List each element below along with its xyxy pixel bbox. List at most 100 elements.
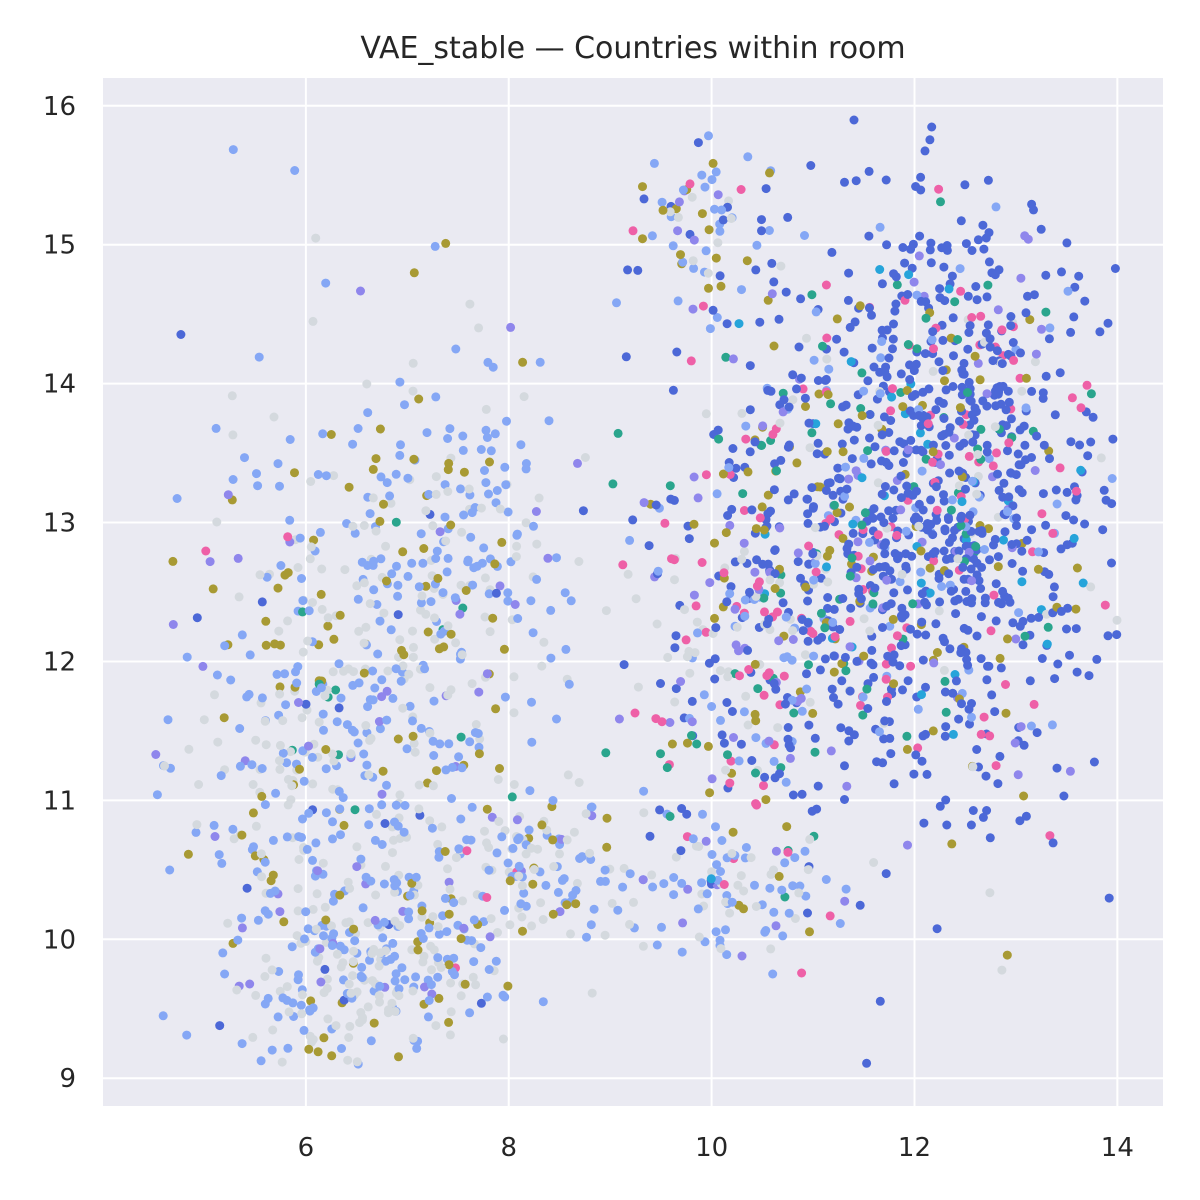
scatter-point bbox=[988, 356, 998, 366]
scatter-point bbox=[311, 233, 321, 243]
scatter-point bbox=[613, 905, 623, 915]
scatter-point bbox=[895, 437, 905, 447]
scatter-point bbox=[371, 526, 381, 536]
scatter-point bbox=[501, 480, 511, 490]
scatter-point bbox=[687, 696, 697, 706]
scatter-point bbox=[339, 820, 349, 830]
scatter-point bbox=[800, 231, 809, 240]
scatter-point bbox=[518, 357, 528, 367]
scatter-point bbox=[960, 180, 970, 190]
scatter-point bbox=[532, 539, 542, 549]
scatter-point bbox=[1062, 624, 1071, 634]
scatter-point bbox=[320, 691, 330, 701]
scatter-point bbox=[418, 558, 428, 568]
scatter-point bbox=[997, 325, 1007, 335]
scatter-point bbox=[737, 554, 747, 564]
scatter-point bbox=[317, 604, 327, 614]
scatter-point bbox=[701, 836, 711, 846]
scatter-point bbox=[233, 553, 243, 563]
scatter-point bbox=[796, 294, 806, 304]
scatter-point bbox=[344, 917, 354, 927]
scatter-point bbox=[759, 593, 769, 603]
scatter-point bbox=[937, 431, 947, 441]
scatter-point bbox=[268, 835, 278, 845]
scatter-point bbox=[531, 507, 541, 516]
scatter-point bbox=[512, 541, 522, 551]
scatter-point bbox=[824, 364, 834, 374]
scatter-point bbox=[364, 770, 374, 780]
scatter-point bbox=[1045, 831, 1055, 841]
scatter-point bbox=[834, 473, 843, 483]
scatter-point bbox=[838, 594, 848, 603]
scatter-point bbox=[365, 599, 375, 609]
scatter-point bbox=[503, 981, 513, 991]
scatter-point bbox=[715, 271, 725, 281]
scatter-point bbox=[912, 290, 922, 300]
scatter-point bbox=[344, 979, 354, 989]
scatter-point bbox=[798, 384, 808, 394]
scatter-point bbox=[849, 730, 859, 740]
scatter-point bbox=[391, 969, 401, 979]
scatter-point bbox=[889, 319, 898, 329]
scatter-point bbox=[205, 557, 215, 567]
scatter-point bbox=[972, 745, 982, 754]
scatter-point bbox=[877, 430, 887, 440]
scatter-point bbox=[521, 459, 531, 468]
scatter-point bbox=[934, 574, 944, 583]
scatter-point bbox=[1086, 582, 1096, 592]
scatter-point bbox=[845, 642, 855, 652]
scatter-point bbox=[350, 528, 360, 538]
scatter-point bbox=[859, 453, 869, 463]
scatter-point bbox=[292, 931, 302, 941]
scatter-point bbox=[693, 138, 703, 148]
scatter-point bbox=[329, 634, 339, 644]
scatter-point bbox=[810, 523, 820, 533]
scatter-point bbox=[928, 447, 938, 457]
scatter-point bbox=[817, 632, 827, 642]
scatter-point bbox=[348, 521, 358, 531]
scatter-point bbox=[916, 567, 926, 577]
scatter-point bbox=[416, 598, 426, 608]
scatter-point bbox=[398, 703, 408, 713]
scatter-point bbox=[862, 684, 872, 694]
scatter-point bbox=[619, 863, 629, 873]
scatter-point bbox=[361, 872, 371, 882]
scatter-point bbox=[781, 777, 791, 787]
scatter-point bbox=[976, 654, 986, 664]
scatter-point bbox=[282, 758, 292, 768]
scatter-point bbox=[932, 505, 942, 515]
scatter-point bbox=[916, 546, 926, 556]
scatter-point bbox=[963, 660, 973, 670]
scatter-point bbox=[909, 366, 919, 376]
scatter-point bbox=[1086, 437, 1096, 447]
scatter-point bbox=[449, 898, 459, 908]
scatter-point bbox=[697, 209, 707, 219]
scatter-point bbox=[805, 697, 815, 707]
scatter-point bbox=[440, 512, 450, 522]
scatter-point bbox=[1041, 307, 1051, 317]
scatter-point bbox=[400, 801, 410, 810]
scatter-point bbox=[257, 693, 267, 703]
scatter-point bbox=[941, 722, 951, 732]
scatter-point bbox=[382, 478, 392, 488]
scatter-point bbox=[486, 446, 496, 456]
scatter-point bbox=[298, 814, 307, 824]
scatter-point bbox=[404, 914, 414, 924]
scatter-point bbox=[328, 896, 338, 906]
scatter-point bbox=[687, 717, 697, 727]
scatter-point bbox=[885, 733, 895, 743]
scatter-point bbox=[414, 394, 424, 404]
scatter-point bbox=[939, 490, 948, 500]
scatter-point bbox=[1012, 521, 1021, 531]
scatter-point bbox=[859, 386, 869, 396]
scatter-point bbox=[495, 764, 504, 773]
scatter-point bbox=[293, 563, 303, 572]
scatter-point bbox=[566, 929, 575, 939]
scatter-point bbox=[365, 955, 374, 965]
scatter-point bbox=[803, 518, 813, 528]
scatter-point bbox=[352, 581, 362, 591]
scatter-point bbox=[757, 441, 767, 450]
scatter-point bbox=[312, 889, 322, 899]
scatter-point bbox=[256, 1056, 266, 1066]
scatter-point bbox=[947, 839, 957, 849]
